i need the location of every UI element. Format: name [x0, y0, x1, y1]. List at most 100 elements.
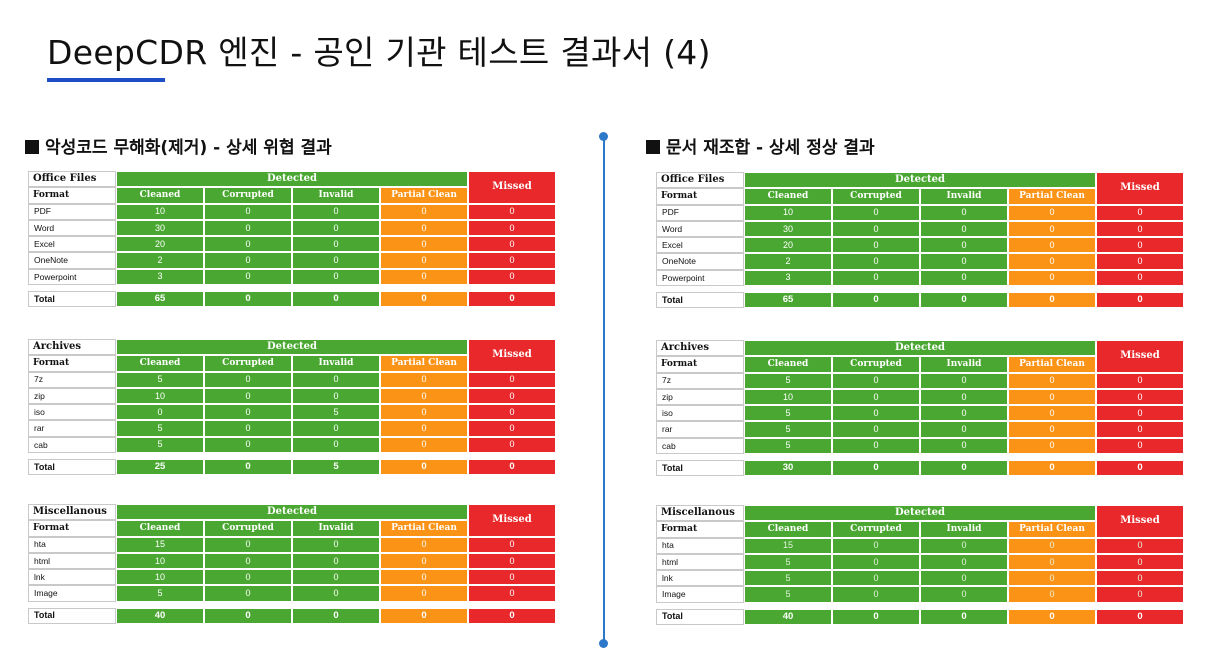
format-cell: rar [656, 421, 744, 438]
cleaned-cell: 5 [745, 373, 831, 388]
partial-clean-cell: 0 [1009, 389, 1095, 405]
spacer-cell [1097, 287, 1183, 291]
table-name: Archives [656, 339, 744, 357]
result-table-miscellanous: Miscellanous Detected Missed Format Cleaned C… [655, 504, 1185, 626]
total-row: Total 30 0 0 0 0 [656, 460, 1183, 477]
table-subheader-row: Format Cleaned Corrupted Invalid Partial Cle… [656, 188, 1183, 205]
corrupted-cell: 0 [205, 269, 291, 285]
table-name: Archives [28, 338, 116, 356]
partial-clean-cell: 0 [381, 220, 467, 236]
corrupted-cell: 0 [205, 204, 291, 219]
cleaned-cell: 5 [745, 406, 831, 421]
spacer-cell [117, 454, 203, 458]
spacer-cell [1097, 604, 1183, 608]
cleaned-header: Cleaned [117, 521, 203, 536]
total-missed-cell: 0 [469, 292, 555, 307]
corrupted-cell: 0 [205, 553, 291, 569]
table-row: rar 5 0 0 0 0 [28, 420, 555, 437]
cleaned-cell: 3 [117, 269, 203, 285]
cleaned-cell: 5 [745, 438, 831, 454]
missed-cell: 0 [1097, 254, 1183, 269]
corrupted-cell: 0 [833, 438, 919, 454]
invalid-header: Invalid [293, 521, 379, 536]
spacer-cell [745, 455, 831, 459]
spacer-cell [29, 454, 115, 458]
partial-clean-cell: 0 [381, 269, 467, 285]
invalid-cell: 0 [921, 554, 1007, 570]
spacer-cell [745, 287, 831, 291]
invalid-header: Invalid [921, 357, 1007, 372]
cleaned-cell: 2 [745, 254, 831, 269]
table-row: iso 0 0 5 0 0 [28, 404, 555, 421]
corrupted-cell: 0 [205, 388, 291, 404]
spacer-cell [921, 455, 1007, 459]
table-row: cab 5 0 0 0 0 [28, 436, 555, 454]
cleaned-header: Cleaned [117, 356, 203, 371]
corrupted-cell: 0 [833, 270, 919, 286]
missed-cell: 0 [469, 204, 555, 219]
section-heading-right: 문서 재조합 - 상세 정상 결과 [646, 133, 875, 158]
divider-top-dot [599, 132, 608, 141]
format-header: Format [28, 355, 116, 372]
cleaned-cell: 10 [117, 553, 203, 569]
format-cell: Excel [28, 236, 116, 253]
table-row: Word 30 0 0 0 0 [28, 219, 555, 237]
spacer-cell [833, 287, 919, 291]
total-cleaned-cell: 65 [117, 292, 203, 307]
partial-clean-cell: 0 [381, 405, 467, 420]
invalid-cell: 0 [921, 238, 1007, 253]
corrupted-cell: 0 [205, 437, 291, 453]
cleaned-cell: 5 [117, 421, 203, 436]
format-cell: Word [28, 219, 116, 237]
partial-clean-cell: 0 [1009, 438, 1095, 454]
cleaned-header: Cleaned [745, 189, 831, 204]
format-cell: Image [28, 585, 116, 602]
table-subheader-row: Format Cleaned Corrupted Invalid Partial Cle… [28, 187, 555, 204]
total-missed-cell: 0 [469, 460, 555, 475]
spacer-cell [469, 286, 555, 290]
partial-clean-header: Partial Clean [381, 521, 467, 536]
partial-clean-cell: 0 [1009, 238, 1095, 253]
format-cell: Powerpoint [656, 269, 744, 287]
partial-clean-cell: 0 [1009, 373, 1095, 388]
partial-clean-cell: 0 [1009, 571, 1095, 586]
cleaned-cell: 30 [745, 221, 831, 237]
partial-clean-cell: 0 [381, 437, 467, 453]
missed-cell: 0 [469, 586, 555, 601]
title-underline [47, 78, 165, 82]
total-invalid-cell: 0 [293, 608, 379, 624]
table-name: Miscellanous [28, 503, 116, 521]
table-row: rar 5 0 0 0 0 [656, 421, 1183, 438]
invalid-cell: 0 [293, 253, 379, 268]
missed-cell: 0 [1097, 238, 1183, 253]
partial-clean-cell: 0 [381, 570, 467, 585]
table-row: Excel 20 0 0 0 0 [28, 236, 555, 253]
corrupted-cell: 0 [205, 570, 291, 585]
partial-clean-cell: 0 [1009, 587, 1095, 602]
total-row: Total 25 0 5 0 0 [28, 459, 555, 476]
table-row: Word 30 0 0 0 0 [656, 220, 1183, 238]
missed-cell: 0 [1097, 422, 1183, 437]
total-row: Total 65 0 0 0 0 [656, 292, 1183, 309]
section-heading-left-text: 악성코드 무해화(제거) - 상세 위협 결과 [45, 138, 332, 158]
corrupted-cell: 0 [833, 238, 919, 253]
spacer-cell [205, 286, 291, 290]
corrupted-cell: 0 [833, 254, 919, 269]
cleaned-cell: 10 [745, 205, 831, 220]
table-header-row: Office Files Detected Missed [656, 171, 1183, 204]
format-cell: zip [28, 387, 116, 405]
table-header-row: Archives Detected Missed [656, 339, 1183, 372]
missed-cell: 0 [469, 421, 555, 436]
table-row: 7z 5 0 0 0 0 [656, 372, 1183, 389]
format-cell: lnk [28, 569, 116, 586]
invalid-cell: 0 [921, 389, 1007, 405]
invalid-cell: 0 [293, 388, 379, 404]
format-cell: hta [656, 537, 744, 554]
spacer-cell [117, 286, 203, 290]
invalid-cell: 0 [293, 437, 379, 453]
corrupted-cell: 0 [205, 237, 291, 252]
missed-cell: 0 [1097, 554, 1183, 570]
spacer-cell [205, 603, 291, 607]
corrupted-header: Corrupted [833, 189, 919, 204]
result-table-office-files: Office Files Detected Missed Format Cleaned C… [655, 171, 1185, 309]
